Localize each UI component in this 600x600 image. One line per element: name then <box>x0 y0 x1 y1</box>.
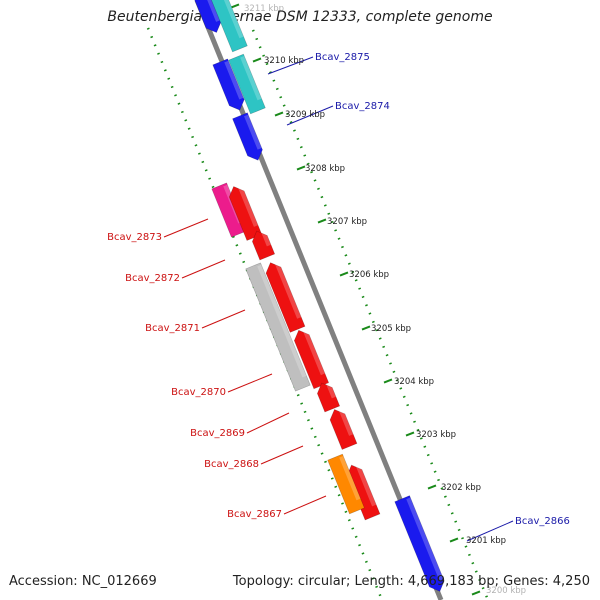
gene-leader-line <box>201 309 246 329</box>
ruler-label: 3204 kbp <box>394 377 434 387</box>
gene-label[interactable]: Bcav_2873 <box>107 232 162 243</box>
ruler-label: 3211 kbp <box>244 4 284 14</box>
gene-arrow[interactable] <box>210 0 248 53</box>
gene-arrow[interactable] <box>314 380 341 413</box>
ruler-label: 3210 kbp <box>264 56 304 66</box>
topology-text: Topology: circular; Length: 4,669,183 bp… <box>232 574 590 589</box>
gene-label[interactable]: Bcav_2874 <box>335 101 390 112</box>
outer-ruler-line <box>251 29 490 600</box>
ruler-tick <box>471 590 481 596</box>
gene-leader-line <box>260 445 304 465</box>
gene-leader-line <box>181 259 226 279</box>
gene-arrow[interactable] <box>394 495 447 595</box>
gene-leader-line <box>267 56 314 75</box>
ruler-label: 3200 kbp <box>486 586 526 596</box>
gene-label[interactable]: Bcav_2875 <box>315 52 370 63</box>
gene-arrow[interactable] <box>263 260 306 333</box>
ruler-label: 3202 kbp <box>441 483 481 493</box>
ruler-tick <box>427 484 437 490</box>
gene-arrow[interactable] <box>228 53 266 115</box>
gene-leader-line <box>283 495 327 515</box>
gene-arrow[interactable] <box>327 453 365 515</box>
gene-label[interactable]: Bcav_2866 <box>515 516 570 527</box>
gene-label[interactable]: Bcav_2870 <box>171 387 226 398</box>
gene-arrow[interactable] <box>212 58 247 113</box>
ruler-label: 3208 kbp <box>305 164 345 174</box>
ruler-label: 3203 kbp <box>416 430 456 440</box>
ruler-label: 3207 kbp <box>327 217 367 227</box>
ruler-tick <box>383 378 393 384</box>
ruler-label: 3206 kbp <box>349 270 389 280</box>
gene-arrow[interactable] <box>245 262 311 392</box>
gene-arrow[interactable] <box>226 184 263 241</box>
ruler-label: 3201 kbp <box>466 536 506 546</box>
gene-label[interactable]: Bcav_2869 <box>190 428 245 439</box>
gene-label[interactable]: Bcav_2871 <box>145 323 200 334</box>
ruler-tick <box>317 218 327 224</box>
ruler-tick <box>449 537 459 543</box>
ruler-tick <box>361 325 371 331</box>
gene-leader-line <box>286 105 334 126</box>
gene-leader-line <box>227 373 273 393</box>
ruler-label: 3209 kbp <box>285 110 325 120</box>
ruler-tick <box>339 271 349 277</box>
ruler-label: 3205 kbp <box>371 324 411 334</box>
gene-arrow[interactable] <box>249 228 276 261</box>
gene-label[interactable]: Bcav_2872 <box>125 273 180 284</box>
gene-leader-line <box>466 520 514 542</box>
gene-label[interactable]: Bcav_2867 <box>227 509 282 520</box>
gene-arrow[interactable] <box>327 406 358 450</box>
ruler-tick <box>296 165 306 171</box>
ruler-tick <box>274 111 284 117</box>
gene-leader-line <box>163 218 209 238</box>
ruler-tick <box>405 431 415 437</box>
ruler-tick <box>252 57 262 63</box>
accession-text: Accession: NC_012669 <box>9 574 157 589</box>
gene-leader-line <box>246 412 290 434</box>
gene-arrow[interactable] <box>232 112 266 163</box>
gene-label[interactable]: Bcav_2868 <box>204 459 259 470</box>
gene-arrow[interactable] <box>291 327 330 390</box>
ruler-tick <box>230 3 240 9</box>
